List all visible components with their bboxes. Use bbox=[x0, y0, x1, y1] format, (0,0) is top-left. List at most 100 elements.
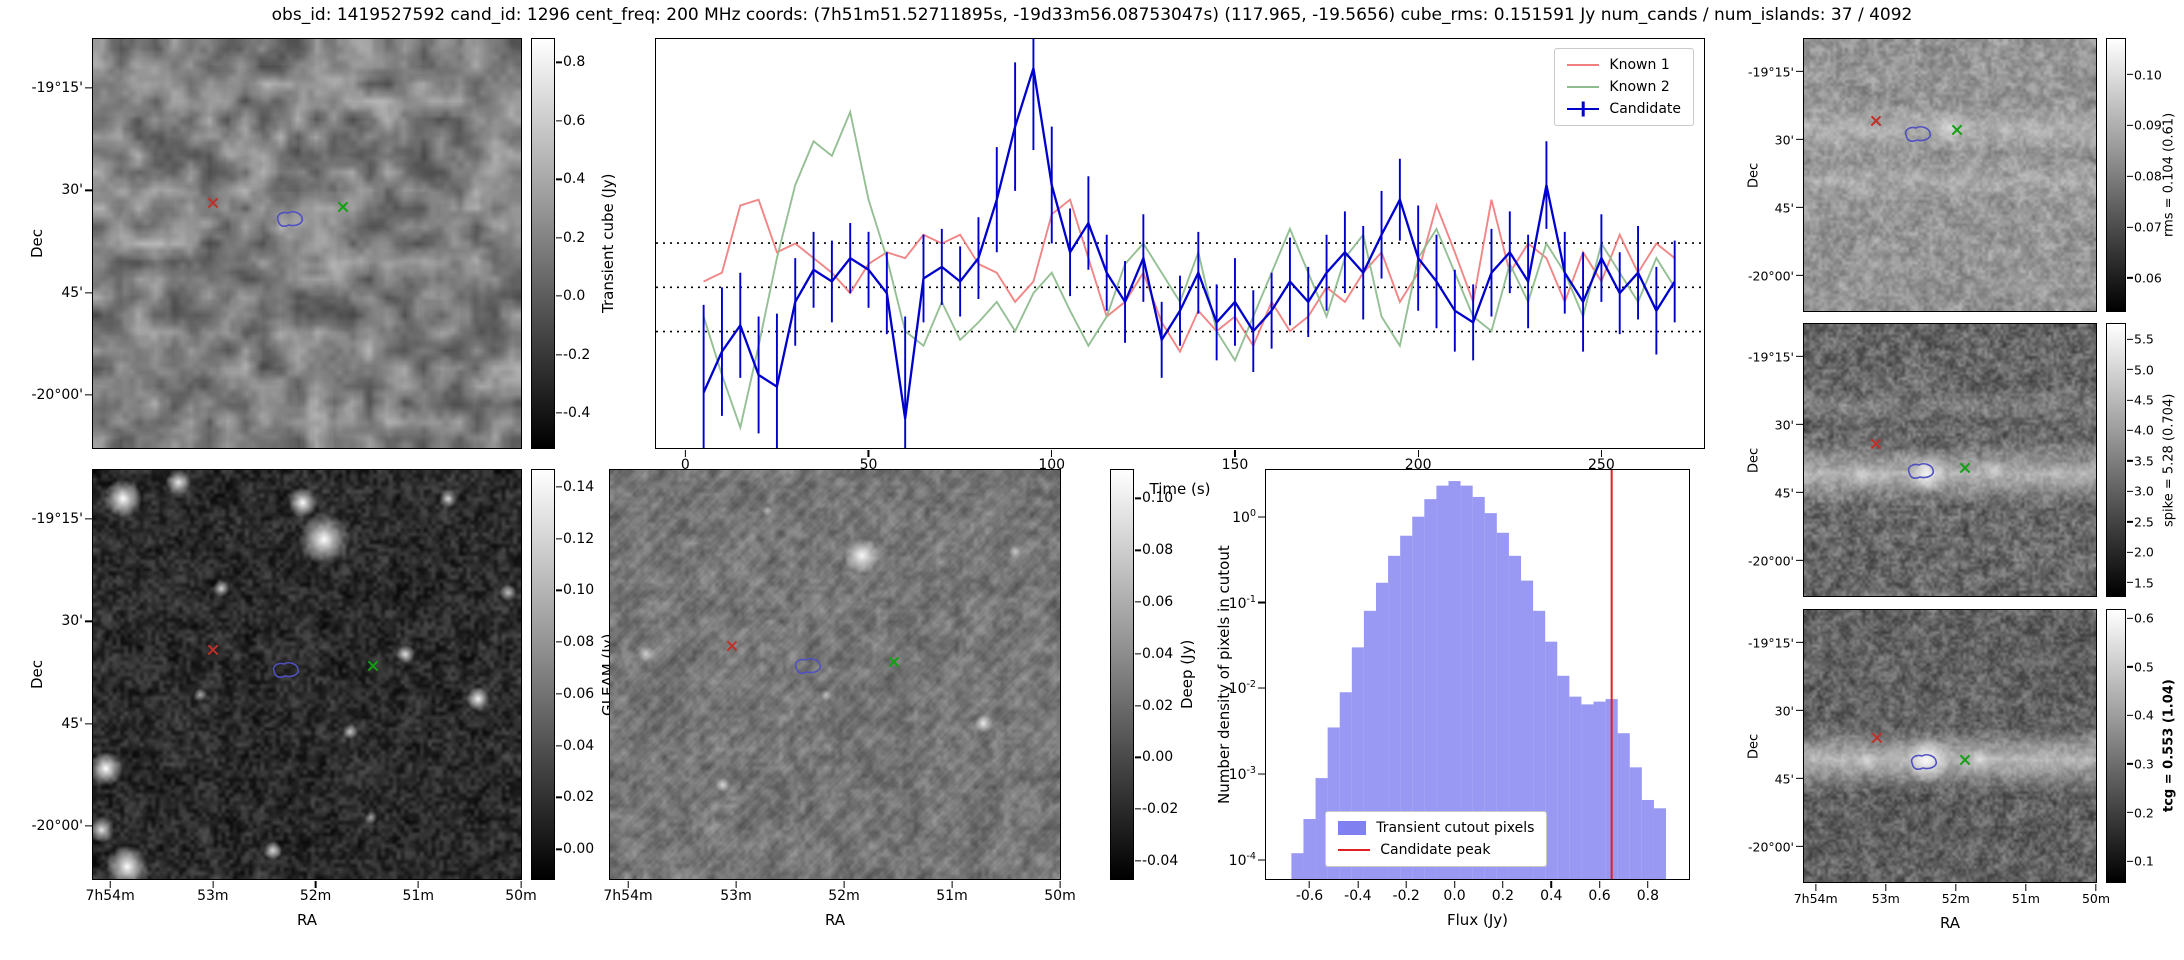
tick-label: 0.10 bbox=[2134, 67, 2162, 83]
tick-label: 0.06 bbox=[563, 685, 595, 702]
tick-label: 45' bbox=[1774, 200, 1794, 216]
known-source-1-marker bbox=[1869, 114, 1883, 128]
tick-label: 45' bbox=[1774, 485, 1794, 501]
dec-axis-label: Dec bbox=[1746, 733, 1762, 759]
tick-label: 0.6 bbox=[1588, 888, 1611, 904]
tick-label: 51m bbox=[936, 888, 968, 904]
flux-histogram-panel: 100 10-1 10-2 10-3 10-4 Number density of pi… bbox=[1215, 469, 1690, 929]
tick-label: 50m bbox=[2081, 891, 2111, 906]
legend-label: Known 1 bbox=[1609, 57, 1670, 73]
dec-axis-label: Dec bbox=[28, 228, 46, 259]
tick-label: 5.5 bbox=[2134, 331, 2154, 347]
tick-label: 0.02 bbox=[563, 789, 595, 806]
legend-entry: Known 2 bbox=[1567, 79, 1681, 95]
tick-label: 3.0 bbox=[2134, 483, 2154, 499]
tick-label: 100 bbox=[1232, 507, 1256, 526]
rms-image bbox=[1804, 39, 2096, 311]
tick-label: 3.5 bbox=[2134, 453, 2154, 469]
tick-label: 51m bbox=[402, 888, 434, 904]
tick-label: 30' bbox=[61, 182, 83, 199]
tick-label: 0.10 bbox=[1142, 490, 1174, 507]
tick-label: -0.2 bbox=[1392, 888, 1420, 904]
known-source-2-marker bbox=[1958, 461, 1972, 475]
tick-label: 10-2 bbox=[1228, 679, 1256, 698]
tick-label: 53m bbox=[1871, 891, 1900, 906]
tick-label: -0.04 bbox=[1142, 852, 1179, 869]
legend-entry: Candidate peak bbox=[1338, 842, 1534, 858]
tick-label: 0.08 bbox=[2134, 168, 2162, 184]
legend-line-sample bbox=[1567, 107, 1600, 111]
tick-label: 52m bbox=[1941, 891, 1970, 906]
tick-label: -0.02 bbox=[1142, 801, 1179, 818]
tick-label: -19°15' bbox=[1747, 349, 1794, 365]
known-source-2-marker bbox=[1950, 123, 1964, 137]
tick-label: 0.04 bbox=[563, 737, 595, 754]
tick-label: 45' bbox=[61, 284, 83, 301]
spike-colorbar: 5.5 5.0 4.5 4.0 3.5 3.0 2.5 2.0 1.5 spike = 5.28… bbox=[2106, 323, 2177, 597]
tick-label: 45' bbox=[61, 715, 83, 732]
tick-label: 0.09 bbox=[2134, 117, 2162, 133]
dec-axis-label: Dec bbox=[1746, 447, 1762, 473]
spike-panel: -19°15' 30' 45' -20°00' Dec bbox=[1747, 323, 2097, 597]
colorbar-tick-labels: 0.6 0.5 0.4 0.3 0.2 0.1 bbox=[2125, 610, 2184, 882]
tick-label: 7h54m bbox=[603, 888, 653, 904]
ra-tick-labels: 7h54m 53m 52m 51m 50m bbox=[603, 879, 1075, 909]
tick-label: 0.12 bbox=[563, 530, 595, 547]
tick-label: 0.8 bbox=[563, 54, 586, 71]
tick-label: -20°00' bbox=[31, 386, 83, 403]
ra-axis-label: RA bbox=[1939, 914, 1961, 932]
tick-label: 0.2 bbox=[1491, 888, 1515, 904]
tcg-panel: -19°15' 30' 45' -20°00' Dec 7h54m 53m 52m 51m 5… bbox=[1747, 609, 2110, 932]
tick-label: 0.14 bbox=[563, 478, 595, 495]
tick-label: 0.06 bbox=[1142, 594, 1174, 611]
gleam-image bbox=[93, 470, 521, 879]
transient-cube-colorbar-label: Transient cube (Jy) bbox=[599, 173, 617, 314]
deep-panel: 7h54m 53m 52m 51m 50m RA bbox=[603, 469, 1076, 929]
candidate-contour-icon bbox=[1907, 462, 1934, 479]
candidate-contour-icon bbox=[276, 210, 303, 227]
tick-label: 0.2 bbox=[563, 229, 586, 246]
legend-label: Known 2 bbox=[1609, 79, 1670, 95]
tick-label: 4.5 bbox=[2134, 392, 2154, 408]
transient-cube-image bbox=[93, 39, 521, 448]
tcg-colorbar-label: tcg = 0.553 (1.04) bbox=[2161, 679, 2177, 813]
tick-label: 5.0 bbox=[2134, 362, 2154, 378]
tick-label: 0.2 bbox=[2134, 805, 2154, 821]
tick-label: 0.04 bbox=[1142, 645, 1174, 662]
known-source-1-marker bbox=[725, 639, 739, 653]
tick-label: 150 bbox=[1221, 457, 1249, 473]
tick-label: -0.6 bbox=[1295, 888, 1324, 904]
dec-axis-label: Dec bbox=[28, 659, 46, 690]
tick-label: 2.0 bbox=[2134, 544, 2154, 560]
legend-label: Candidate bbox=[1609, 101, 1681, 117]
deep-image bbox=[610, 470, 1060, 879]
colorbar-tick-labels: 0.14 0.12 0.10 0.08 0.06 0.04 0.02 0.00 bbox=[554, 470, 614, 879]
tick-label: 4.0 bbox=[2134, 422, 2154, 438]
tick-label: 0.4 bbox=[1540, 888, 1563, 904]
tick-label: 0.4 bbox=[2134, 707, 2154, 723]
rms-colorbar-label: rms = 0.104 (0.61) bbox=[2161, 112, 2177, 238]
tick-label: -19°15' bbox=[31, 80, 83, 97]
known-source-2-marker bbox=[336, 200, 350, 214]
tick-label: 0.10 bbox=[563, 582, 595, 599]
legend-label: Transient cutout pixels bbox=[1376, 820, 1535, 836]
tick-label: 52m bbox=[299, 888, 332, 904]
deep-colorbar: 0.10 0.08 0.06 0.04 0.02 0.00 -0.02 -0.04 Deep … bbox=[1110, 469, 1196, 880]
tick-label: 0.1 bbox=[2134, 853, 2154, 869]
transient-cube-colorbar: 0.8 0.6 0.4 0.2 0.0 -0.2 -0.4 Transient cube (… bbox=[531, 38, 617, 449]
colorbar-tick-labels: 0.8 0.6 0.4 0.2 0.0 -0.2 -0.4 bbox=[554, 39, 614, 448]
tick-label: 2.5 bbox=[2134, 514, 2154, 530]
legend-entry: Candidate bbox=[1567, 101, 1681, 117]
colorbar-tick-labels: 0.10 0.09 0.08 0.07 0.06 bbox=[2125, 39, 2184, 311]
tick-label: 0.6 bbox=[563, 112, 586, 129]
tick-label: -20°00' bbox=[1747, 553, 1794, 569]
candidate-contour-icon bbox=[272, 662, 299, 679]
known-source-1-marker bbox=[1869, 437, 1883, 451]
tick-label: 0.0 bbox=[563, 288, 586, 305]
tick-label: 10-4 bbox=[1228, 851, 1256, 869]
tick-label: 30' bbox=[1774, 417, 1794, 433]
rms-panel: -19°15' 30' 45' -20°00' Dec bbox=[1747, 38, 2097, 312]
tick-label: 0 bbox=[680, 457, 690, 473]
known-source-1-marker bbox=[206, 643, 220, 657]
